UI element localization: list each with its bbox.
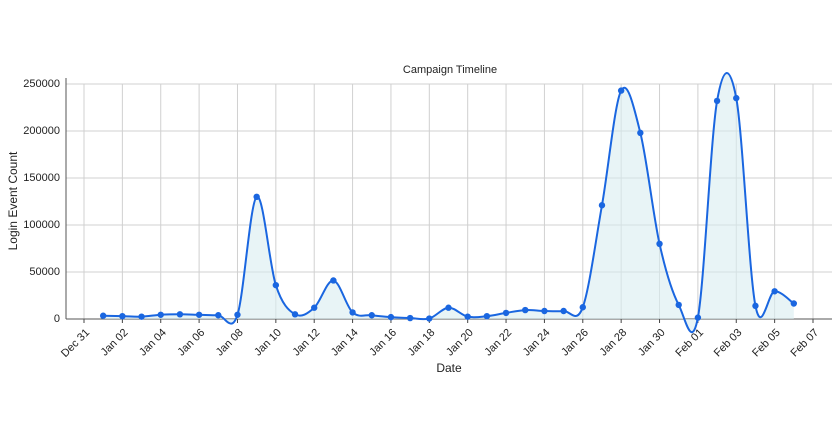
point [637, 129, 644, 137]
x-tick-label: Feb 03 [712, 327, 745, 360]
point [387, 313, 395, 321]
point [291, 311, 299, 318]
point [502, 309, 510, 317]
point [234, 311, 241, 318]
point [157, 311, 164, 318]
point [195, 311, 203, 318]
x-axis-label: Date [436, 361, 462, 375]
x-tick-label: Jan 04 [137, 327, 169, 359]
x-tick-label: Jan 18 [406, 327, 438, 359]
point [464, 313, 471, 320]
x-tick-label: Jan 24 [521, 327, 553, 359]
x-tick-label: Jan 26 [559, 327, 591, 359]
y-tick-label: 0 [54, 313, 60, 325]
point [119, 312, 126, 320]
y-tick-label: 250000 [23, 78, 60, 90]
point [713, 97, 721, 105]
x-tick-label: Jan 20 [444, 327, 476, 359]
x-tick-label: Jan 14 [329, 327, 361, 359]
x-tick-label: Jan 30 [636, 327, 668, 359]
x-tick-label: Jan 16 [367, 327, 399, 359]
x-tick-label: Feb 07 [788, 327, 821, 360]
line [103, 72, 795, 334]
point [99, 312, 107, 319]
y-axis-label: Login Event Count [6, 151, 20, 250]
point [522, 306, 529, 314]
point [675, 301, 682, 309]
y-tick-label: 150000 [23, 172, 60, 184]
point [598, 202, 606, 209]
point [311, 304, 318, 311]
point [694, 314, 702, 321]
point [406, 314, 414, 322]
point [253, 193, 260, 200]
chart-title: Campaign Timeline [403, 64, 497, 76]
point [579, 304, 586, 311]
y-tick-label: 100000 [23, 219, 60, 231]
point [426, 315, 433, 322]
point [215, 312, 222, 319]
point [656, 240, 663, 247]
point [790, 300, 798, 307]
point [560, 307, 567, 315]
x-tick-label: Jan 28 [597, 327, 629, 359]
x-tick-label: Feb 05 [750, 327, 783, 360]
point [272, 281, 280, 289]
x-tick-label: Dec 31 [59, 327, 92, 360]
point [138, 313, 145, 320]
point [541, 307, 548, 315]
x-tick-label: Jan 10 [252, 327, 284, 359]
point [445, 304, 452, 311]
x-tick-label: Jan 12 [291, 327, 323, 359]
point [349, 309, 356, 316]
x-tick-label: Jan 02 [99, 327, 131, 359]
point [483, 312, 491, 320]
x-tick-label: Jan 06 [175, 327, 207, 359]
point [368, 312, 375, 319]
point [771, 288, 778, 295]
point [176, 311, 184, 318]
area [103, 72, 794, 333]
point [752, 302, 759, 310]
y-tick-label: 50000 [29, 266, 60, 278]
point [617, 87, 625, 94]
x-tick-label: Jan 08 [214, 327, 246, 359]
point [733, 94, 740, 102]
point [330, 277, 337, 284]
y-tick-label: 200000 [23, 125, 60, 137]
x-tick-label: Jan 22 [482, 327, 514, 359]
